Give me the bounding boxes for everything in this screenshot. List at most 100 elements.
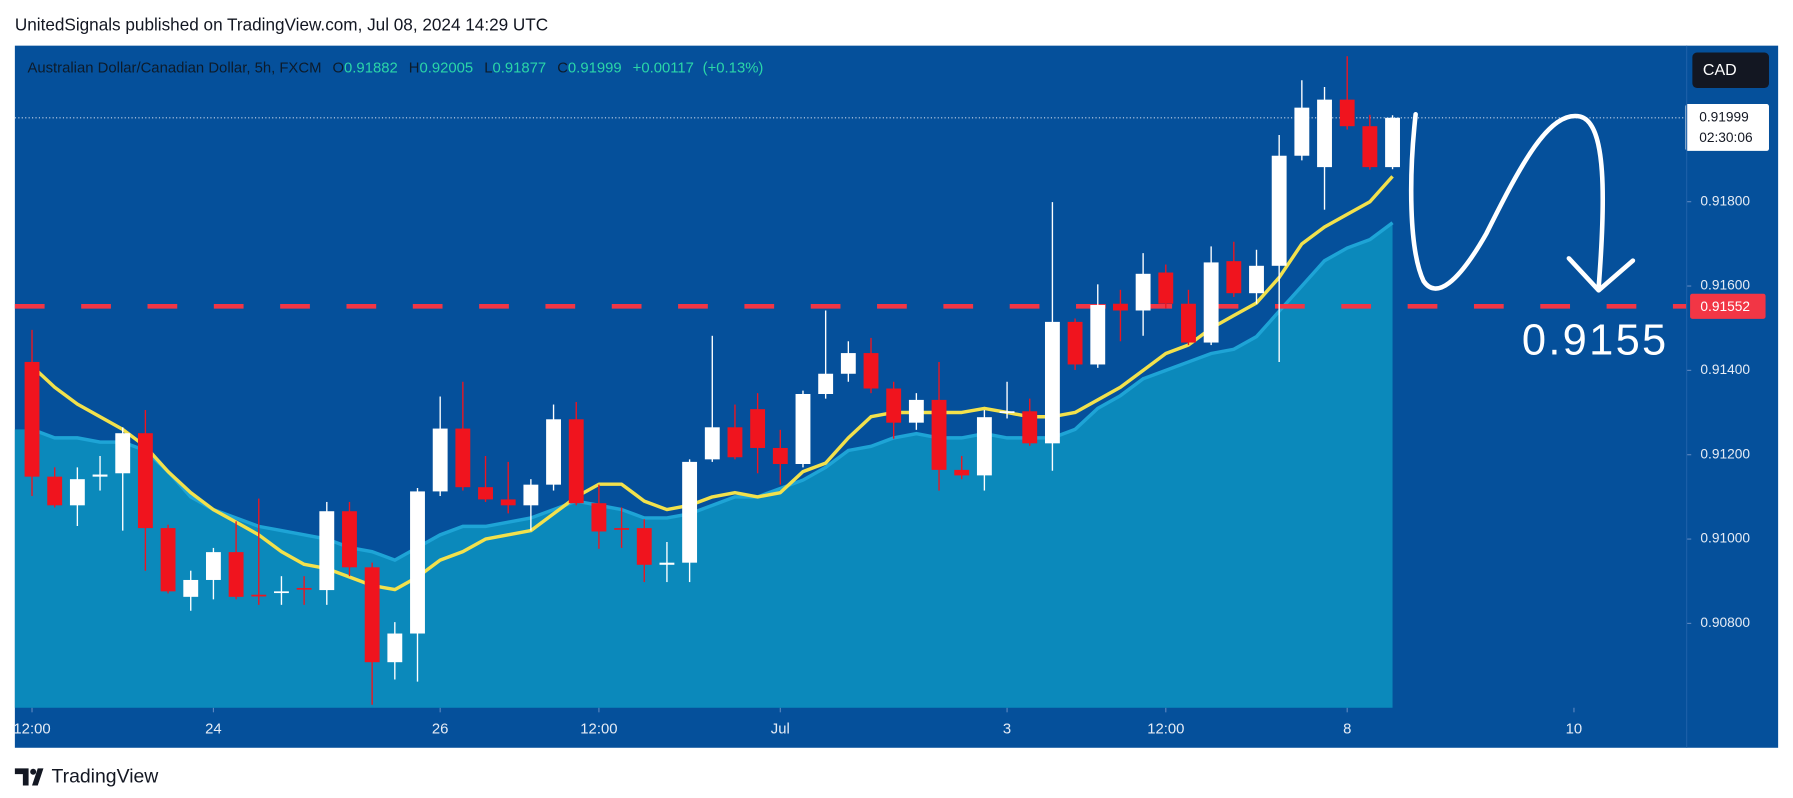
- legend: Australian Dollar/Canadian Dollar, 5h, F…: [27, 60, 763, 76]
- candle-body: [908, 399, 924, 423]
- x-tick-label: 12:00: [580, 721, 617, 737]
- candle-body: [614, 528, 630, 530]
- legend-label: H: [409, 60, 420, 76]
- y-tick-label: 0.91400: [1700, 362, 1750, 377]
- candle-body: [251, 594, 267, 597]
- x-tick-label: 10: [1566, 721, 1583, 737]
- candle-body: [1203, 262, 1219, 343]
- candle-body: [1090, 305, 1106, 365]
- candle-body: [319, 511, 335, 591]
- candle-body: [410, 491, 425, 634]
- candle-body: [546, 419, 561, 485]
- candle-body: [999, 411, 1015, 413]
- candle-body: [478, 487, 493, 500]
- candle-body: [931, 399, 947, 470]
- last-price-tag: [1685, 104, 1769, 151]
- candle-body: [364, 567, 380, 663]
- candle-body: [636, 528, 652, 565]
- annotation: 0.9155: [1522, 316, 1669, 364]
- candle-body: [69, 479, 85, 506]
- candle-body: [160, 528, 176, 592]
- candle-body: [1067, 321, 1083, 365]
- candle-body: [183, 579, 199, 597]
- candle-body: [1271, 155, 1287, 266]
- candle-body: [92, 474, 108, 477]
- symbol-title: Australian Dollar/Canadian Dollar, 5h, F…: [27, 60, 321, 76]
- x-tick-label: 12:00: [13, 721, 50, 737]
- currency-label[interactable]: CAD: [1703, 62, 1737, 79]
- candle-body: [1385, 117, 1400, 168]
- candle-body: [659, 562, 675, 565]
- y-tick-label: 0.91800: [1700, 193, 1750, 208]
- ma-area: [14, 222, 1393, 708]
- candle-body: [47, 476, 63, 506]
- countdown-label: 02:30:06: [1699, 130, 1753, 145]
- candle-body: [205, 552, 221, 580]
- drawn-arrowhead: [1566, 256, 1636, 293]
- legend-label: L: [484, 60, 492, 76]
- candle-body: [228, 552, 244, 597]
- candle-body: [795, 393, 811, 464]
- tradingview-logo: [14, 768, 44, 786]
- candle-body: [342, 511, 357, 568]
- legend-value: 0.91877: [492, 60, 546, 76]
- legend-value: 0.92005: [419, 60, 473, 76]
- candle-body: [954, 469, 970, 476]
- candle-body: [682, 461, 698, 563]
- candle-body: [1317, 99, 1332, 168]
- candle-body: [1022, 411, 1038, 444]
- candle-body: [772, 447, 788, 464]
- candle-body: [1226, 261, 1242, 294]
- x-tick-label: Jul: [771, 721, 790, 737]
- candle-body: [976, 417, 992, 476]
- candle-body: [1362, 126, 1378, 168]
- candle-body: [1181, 303, 1196, 343]
- candle-body: [500, 499, 516, 506]
- candle-body: [274, 591, 289, 594]
- plot-area: 0.90800 0.91000 0.91200 0.91400 0.91600 0.918…: [13, 45, 1769, 748]
- legend-change: +0.00117: [633, 60, 694, 76]
- currency-button[interactable]: [1692, 52, 1769, 88]
- y-tick-label: 0.91000: [1700, 531, 1750, 546]
- candle-body: [863, 353, 879, 389]
- y-tick-label: 0.91200: [1700, 446, 1750, 461]
- x-tick-label: 8: [1343, 721, 1351, 737]
- level-tag-label: 0.91552: [1700, 299, 1750, 314]
- legend-value: 0.91999: [568, 60, 622, 76]
- candle-body: [1044, 321, 1060, 444]
- candle-body: [1249, 265, 1264, 294]
- candle-body: [115, 433, 131, 474]
- x-tick-label: 3: [1003, 721, 1011, 737]
- drawn-arrow: [1408, 111, 1606, 291]
- legend-label: C: [557, 60, 568, 76]
- candle-body: [818, 373, 834, 394]
- x-tick-label: 26: [432, 721, 449, 737]
- candle-body: [1158, 272, 1174, 304]
- y-tick-label: 0.91600: [1700, 278, 1750, 293]
- x-tick-label: 24: [205, 721, 222, 737]
- candle-body: [750, 409, 766, 448]
- candle-body: [137, 433, 153, 529]
- candle-body: [1339, 99, 1355, 127]
- candle-body: [704, 427, 720, 460]
- legend-value: 0.91882: [344, 60, 398, 76]
- candle-body: [387, 633, 403, 663]
- candle-body: [24, 361, 40, 477]
- x-tick-label: 12:00: [1147, 721, 1184, 737]
- candle-body: [432, 428, 448, 492]
- candle-body: [1294, 107, 1310, 156]
- candle-body: [886, 388, 902, 423]
- candle-body: [1135, 273, 1151, 311]
- candle-body: [840, 353, 856, 374]
- level-tag: [1690, 293, 1766, 319]
- y-tick-label: 0.90800: [1700, 615, 1750, 630]
- candle-body: [455, 428, 471, 488]
- candle-body: [727, 427, 743, 458]
- legend-label: O: [332, 60, 344, 76]
- candle-body: [296, 587, 312, 590]
- candle-body: [1113, 303, 1128, 311]
- last-price-label: 0.91999: [1699, 109, 1749, 124]
- footer-brand: TradingView: [51, 766, 159, 788]
- publish-header: UnitedSignals published on TradingView.c…: [15, 15, 548, 35]
